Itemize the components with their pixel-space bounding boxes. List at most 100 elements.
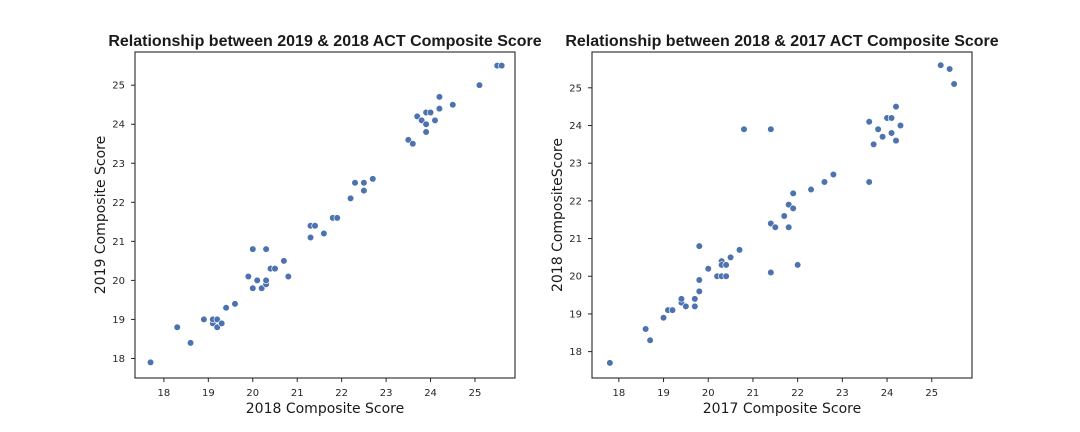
scatter-point (642, 325, 650, 333)
scatter-point (262, 276, 270, 284)
y-tick-label: 24 (569, 121, 582, 132)
scatter-point (829, 170, 838, 179)
scatter-point (682, 302, 690, 310)
scatter-point (244, 272, 252, 281)
x-tick-label: 23 (836, 388, 849, 399)
scatter-point (865, 178, 873, 186)
scatter-point (271, 265, 279, 273)
scatter-point (789, 189, 797, 197)
scatter-point (646, 336, 654, 344)
scatter-point (360, 179, 368, 187)
scatter-point (173, 323, 181, 331)
scatter-point (333, 214, 341, 222)
x-tick-label: 25 (925, 388, 938, 399)
scatter-point (320, 229, 328, 238)
scatter-point (284, 272, 292, 281)
scatter-point (722, 272, 730, 280)
left-scatter-panel: Relationship between 2019 & 2018 ACT Com… (93, 33, 542, 417)
scatter-point (771, 223, 779, 231)
scatter-point (186, 339, 195, 347)
x-tick-label: 25 (469, 388, 482, 399)
scatter-point (346, 194, 355, 203)
scatter-point (937, 61, 945, 69)
scatter-point (896, 121, 905, 130)
y-tick-label: 18 (112, 354, 125, 365)
scatter-point (200, 315, 208, 324)
scatter-point (865, 118, 873, 126)
scatter-point (426, 108, 435, 117)
scatter-point (435, 93, 444, 101)
scatter-point (422, 120, 430, 128)
scatter-point (659, 314, 668, 322)
scatter-point (431, 116, 439, 124)
x-tick-label: 18 (612, 388, 625, 399)
y-tick-label: 22 (112, 198, 125, 209)
scatter-point (222, 304, 230, 312)
scatter-point (311, 222, 319, 230)
plot-frame (134, 51, 516, 379)
y-tick-label: 23 (569, 159, 582, 170)
y-tick-label: 22 (569, 196, 582, 207)
x-tick-label: 20 (246, 388, 259, 399)
scatter-point (946, 65, 954, 73)
scatter-point (780, 212, 788, 220)
x-tick-label: 22 (335, 388, 348, 399)
y-tick-label: 25 (569, 83, 582, 94)
x-tick-label: 19 (657, 388, 670, 399)
scatter-point (306, 233, 315, 242)
scatter-point (704, 265, 712, 273)
scatter-point (369, 175, 377, 183)
scatter-point (695, 276, 703, 284)
scatter-point (767, 268, 775, 277)
scatter-point (249, 284, 257, 292)
scatter-point (887, 114, 896, 122)
x-axis-label: 2018 Composite Score (246, 401, 404, 417)
y-axis-label: 2019 Composite Score (93, 136, 109, 294)
scatter-point (691, 295, 699, 303)
scatter-point (740, 125, 748, 133)
scatter-point (351, 179, 359, 187)
x-tick-label: 18 (158, 388, 171, 399)
x-tick-label: 21 (291, 388, 304, 399)
scatter-point (887, 129, 896, 137)
scatter-point (280, 257, 288, 265)
scatter-point (878, 133, 887, 141)
x-tick-label: 24 (881, 388, 894, 399)
scatter-point (870, 140, 878, 148)
y-tick-label: 20 (569, 272, 582, 283)
scatter-point (262, 245, 270, 253)
scatter-point (231, 300, 239, 308)
scatter-point (498, 62, 506, 70)
x-tick-label: 22 (791, 388, 804, 399)
scatter-point (606, 359, 614, 367)
scatter-point (695, 287, 703, 295)
chart-title: Relationship between 2019 & 2018 ACT Com… (108, 33, 541, 50)
y-tick-label: 18 (569, 347, 582, 358)
y-tick-label: 21 (569, 234, 582, 245)
scatter-point (785, 223, 793, 231)
y-tick-label: 20 (112, 276, 125, 287)
x-tick-label: 20 (702, 388, 715, 399)
x-tick-label: 21 (747, 388, 760, 399)
y-tick-label: 21 (112, 237, 125, 248)
x-tick-label: 19 (202, 388, 215, 399)
scatter-point (726, 253, 735, 261)
scatter-point (874, 125, 882, 133)
scatter-point (422, 128, 430, 136)
right-scatter-panel: Relationship between 2018 & 2017 ACT Com… (550, 33, 999, 417)
chart-title: Relationship between 2018 & 2017 ACT Com… (565, 33, 998, 50)
scatter-point (677, 295, 686, 303)
scatter-point (449, 101, 457, 109)
scatter-point (435, 105, 444, 113)
x-tick-label: 23 (380, 388, 393, 399)
scatter-point (695, 242, 703, 250)
y-tick-label: 19 (569, 309, 582, 320)
scatter-point (218, 319, 226, 327)
scatter-point (794, 261, 802, 269)
x-axis-label: 2017 Composite Score (703, 401, 861, 417)
scatter-point (820, 178, 829, 186)
y-tick-label: 24 (112, 120, 125, 131)
scatter-point (950, 80, 958, 88)
scatter-point (892, 136, 900, 145)
